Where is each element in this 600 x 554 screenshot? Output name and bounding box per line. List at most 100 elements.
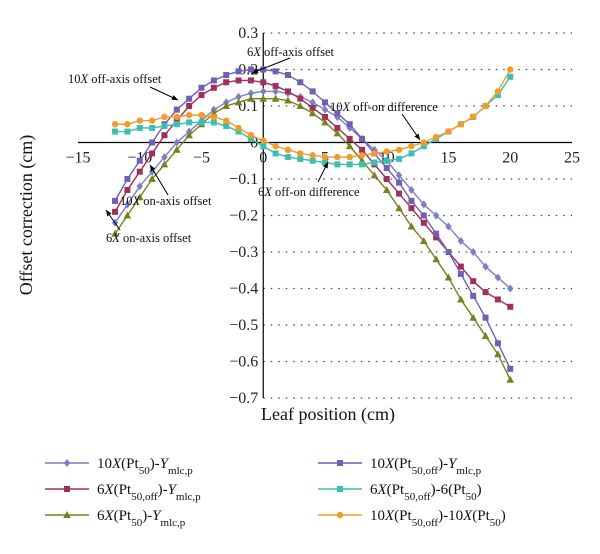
data-point [247, 132, 255, 139]
data-point [173, 145, 181, 153]
data-point [482, 289, 489, 296]
legend-swatch-marker [336, 511, 344, 519]
data-point [136, 182, 143, 191]
data-point [457, 263, 464, 270]
data-point [173, 138, 180, 147]
data-point [383, 148, 390, 155]
data-point [124, 128, 131, 135]
data-point [161, 153, 168, 162]
annotation-arrowhead [106, 210, 112, 217]
data-point [247, 77, 254, 84]
legend-label: 10X(Pt50,off)-Ymlc,p [370, 456, 482, 477]
data-point [284, 71, 291, 78]
data-point [186, 95, 193, 102]
legend-label: 10X(Pt50,off)-10X(Pt50) [370, 508, 506, 529]
data-point [247, 135, 254, 142]
annotation-label: 6X off-on difference [258, 185, 360, 199]
data-point [433, 234, 440, 241]
data-point [136, 117, 143, 124]
y-tick-label: −0.3 [229, 244, 258, 261]
legend-entry: 10X(Pt50,off)-Ymlc,p [318, 456, 482, 477]
data-point [470, 292, 477, 299]
data-point [371, 150, 378, 157]
data-point [420, 212, 427, 219]
data-point [382, 185, 391, 193]
data-point [408, 185, 415, 194]
data-point [457, 121, 465, 128]
data-point [470, 113, 477, 121]
data-point [173, 121, 180, 128]
data-point [272, 87, 279, 96]
data-point [160, 160, 169, 168]
data-point [247, 94, 255, 102]
data-point [284, 146, 292, 153]
data-point [198, 111, 205, 119]
data-point [223, 123, 230, 130]
data-point [272, 142, 279, 150]
data-point [297, 79, 304, 86]
data-point [396, 179, 403, 186]
series-3 [111, 94, 515, 383]
data-point [124, 176, 131, 182]
data-point [185, 131, 193, 139]
x-axis-label: Leaf position (cm) [261, 404, 395, 425]
data-point [346, 161, 353, 168]
data-point [359, 161, 366, 168]
data-point [123, 211, 132, 219]
data-point [494, 340, 501, 347]
annotation-label: 6X off-axis offset [247, 45, 335, 59]
x-tick-label: 15 [441, 150, 457, 167]
data-point [124, 186, 131, 193]
data-point [408, 205, 415, 212]
data-point [457, 270, 464, 277]
legend-swatch-marker [63, 459, 71, 467]
data-point [272, 150, 279, 157]
data-point [198, 84, 205, 91]
annotation-arrowhead [414, 133, 420, 140]
y-tick-label: −0.2 [229, 208, 258, 225]
data-point [223, 79, 230, 86]
legend-swatch-marker [337, 460, 343, 466]
data-point [482, 314, 489, 321]
data-point [396, 155, 403, 162]
x-tick-label: 0 [259, 150, 267, 167]
data-point [185, 111, 193, 119]
legend-entry: 6X(Pt50)-Ymlc,p [45, 508, 186, 529]
legend-label: 6X(Pt50,off)-6(Pt50) [370, 482, 482, 503]
data-point [247, 66, 254, 73]
legend-label: 6X(Pt50,off)-Ymlc,p [97, 482, 201, 503]
data-point [506, 375, 515, 383]
data-point [507, 365, 514, 372]
data-point [494, 273, 502, 282]
data-point [284, 96, 292, 104]
data-point [334, 161, 341, 168]
data-point [309, 104, 316, 111]
data-point [481, 331, 490, 339]
data-point [235, 92, 242, 101]
y-tick-label: −0.5 [229, 317, 258, 334]
data-point [396, 190, 403, 197]
data-point [395, 146, 403, 153]
data-point [173, 106, 180, 113]
y-axis-label: Offset correction (cm) [16, 135, 37, 296]
data-point [247, 89, 255, 98]
data-point [469, 313, 477, 321]
data-point [383, 176, 390, 182]
data-point [223, 71, 230, 78]
data-point [445, 128, 452, 135]
data-point [346, 135, 353, 142]
data-point [321, 118, 329, 126]
data-point [420, 219, 427, 226]
data-point [482, 102, 489, 110]
data-point [235, 77, 242, 84]
data-point [234, 98, 243, 106]
data-point [309, 98, 316, 107]
data-point [309, 152, 316, 159]
data-point [408, 197, 415, 204]
data-point [149, 150, 156, 157]
data-point [149, 124, 156, 131]
y-tick-label: 0.1 [238, 98, 258, 115]
data-point [321, 105, 329, 114]
data-point [284, 154, 291, 161]
